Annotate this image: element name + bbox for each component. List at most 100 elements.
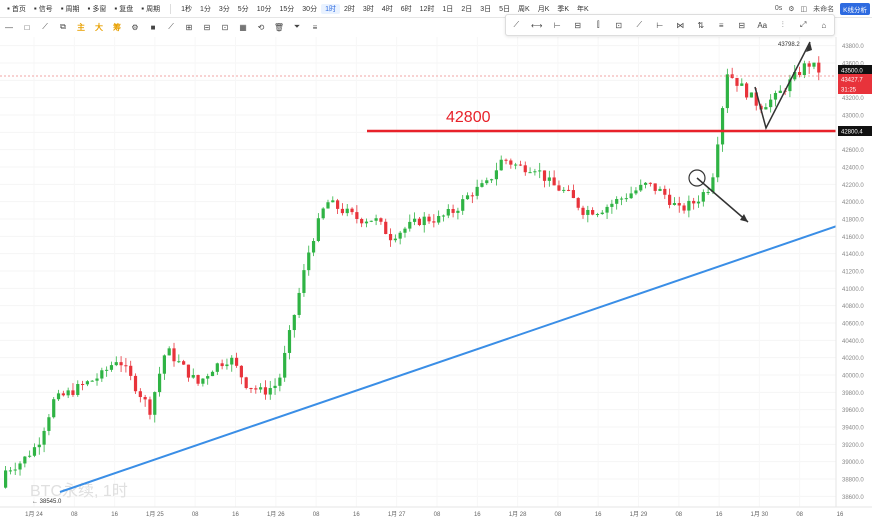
interval-0[interactable]: 1秒 [181, 5, 192, 13]
candle-body [413, 218, 417, 222]
candle-body [292, 314, 296, 331]
interval-2[interactable]: 3分 [218, 5, 230, 13]
time-tick-label: 08 [313, 512, 320, 518]
tool-5[interactable]: 大 [95, 22, 103, 32]
toolbar-item-3[interactable]: ▪ 多窗 [84, 4, 111, 14]
current-price-tag: 43500.0 [841, 69, 863, 75]
price-axis-bg [836, 37, 872, 507]
tool-8[interactable]: ■ [150, 22, 156, 32]
price-tick-label: 40000.0 [842, 374, 864, 380]
time-tick-label: 08 [675, 512, 682, 518]
candle-body [273, 385, 277, 389]
interval-14[interactable]: 2日 [461, 5, 473, 13]
draw-tool-2[interactable]: ⊢ [553, 20, 561, 30]
tool-17[interactable]: ≡ [312, 22, 318, 32]
interval-1[interactable]: 1分 [199, 5, 211, 13]
draw-tool-14[interactable]: ⤢ [800, 20, 807, 29]
candle-body [489, 179, 494, 181]
interval-11[interactable]: 6时 [400, 5, 412, 13]
draw-tool-11[interactable]: ⊟ [738, 20, 746, 30]
candle-body [167, 348, 171, 356]
draw-tool-3[interactable]: ⊟ [574, 20, 582, 30]
candle-body [191, 375, 195, 378]
interval-13[interactable]: 1日 [442, 5, 454, 13]
candle-body [225, 364, 229, 367]
interval-17[interactable]: 周K [518, 5, 530, 13]
price-axis: 43800.043600.043400.043200.043000.042800… [835, 37, 872, 507]
draw-tool-4[interactable]: ⫿ [596, 20, 600, 29]
interval-4[interactable]: 10分 [256, 5, 272, 13]
draw-tool-13[interactable]: ⫶ [781, 20, 784, 29]
tool-10[interactable]: ⊞ [185, 22, 193, 32]
camera-icon[interactable]: ◫ [800, 5, 808, 13]
candle-body [658, 188, 662, 191]
draw-tool-15[interactable]: ⌂ [821, 20, 827, 30]
tool-2[interactable]: ⟋ [42, 22, 48, 31]
draw-tool-7[interactable]: ⊢ [656, 20, 664, 30]
draw-tool-9[interactable]: ⇅ [697, 20, 705, 30]
tool-3[interactable]: ⧉ [60, 22, 66, 31]
tool-7[interactable]: ⚙ [131, 22, 139, 32]
candle-body [672, 203, 677, 205]
candle-body [157, 373, 162, 393]
drawing-toolbar: ⟋ ⟷ ⊢ ⊟ ⫿ ⊡ ⟋ ⊢ ⋈ ⇅ ≡ ⊟ Aa ⫶ ⤢ ⌂ [505, 14, 835, 36]
candle-body [287, 330, 292, 353]
tool-13[interactable]: ▦ [239, 22, 247, 32]
tool-0[interactable]: — [5, 22, 13, 32]
time-tick-label: 1月 25 [146, 511, 164, 518]
layout-name[interactable]: 未命名 [813, 5, 835, 13]
candle-body [71, 390, 75, 395]
tool-9[interactable]: ⟋ [168, 22, 174, 31]
interval-16[interactable]: 5日 [499, 5, 511, 13]
tool-12[interactable]: ⊡ [221, 22, 229, 32]
interval-3[interactable]: 5分 [237, 5, 249, 13]
interval-12[interactable]: 12时 [419, 5, 435, 13]
candle-body [701, 192, 705, 202]
draw-tool-5[interactable]: ⊡ [615, 20, 623, 30]
interval-15[interactable]: 3日 [480, 5, 492, 13]
tool-1[interactable]: □ [24, 22, 30, 32]
tool-16[interactable]: ⏷ [293, 22, 301, 31]
toolbar-item-label: 首页 [11, 5, 26, 13]
interval-5[interactable]: 15分 [279, 5, 295, 13]
refresh-rate[interactable]: 0s [774, 5, 783, 12]
interval-7[interactable]: 1时 [321, 3, 340, 14]
toolbar-item-5[interactable]: ▪ 周期 [137, 4, 164, 14]
draw-tool-10[interactable]: ≡ [718, 20, 724, 30]
gear-icon[interactable]: ⚙ [788, 5, 795, 13]
tool-11[interactable]: ⊟ [203, 22, 211, 32]
countdown-tag-bg [838, 84, 872, 94]
toolbar-item-2[interactable]: ▪ 周期 [57, 4, 84, 14]
candle-body [571, 190, 575, 199]
toolbar-item-0[interactable]: ▪ 首页 [3, 4, 30, 14]
draw-tool-1[interactable]: ⟷ [531, 20, 543, 30]
interval-19[interactable]: 季K [557, 5, 570, 13]
toolbar-item-4[interactable]: ▪ 复盘 [110, 4, 137, 14]
tool-15[interactable]: 🗑 [273, 22, 285, 32]
kline-analysis-button[interactable]: K线分析 [840, 2, 870, 15]
interval-10[interactable]: 4时 [381, 5, 393, 13]
draw-tool-0[interactable]: ⟋ [513, 20, 520, 29]
tool-4[interactable]: 主 [77, 22, 85, 32]
tool-14[interactable]: ⟲ [257, 22, 265, 32]
candle-body [182, 361, 186, 365]
tool-6[interactable]: 筹 [113, 22, 121, 32]
interval-6[interactable]: 30分 [302, 5, 318, 13]
toolbar-item-1[interactable]: ▪ 信号 [30, 4, 57, 14]
draw-tool-12[interactable]: Aa [757, 20, 768, 30]
interval-8[interactable]: 2时 [343, 5, 355, 13]
top-toolbar: ▪ 首页 ▪ 信号 ▪ 周期 ▪ 多窗 ▪ 复盘 ▪ 周期 1秒 1分 3分 5分 10分 15分 30分 1时 2时… [0, 0, 872, 18]
candle-body [456, 210, 460, 213]
draw-tool-6[interactable]: ⟋ [636, 20, 643, 29]
interval-9[interactable]: 3时 [362, 5, 374, 13]
candle-body [37, 444, 41, 448]
time-tick-label: 1月 28 [509, 511, 527, 518]
interval-18[interactable]: 月K [537, 5, 550, 13]
candle-body [629, 193, 633, 199]
interval-20[interactable]: 年K [577, 5, 589, 13]
draw-tool-8[interactable]: ⋈ [676, 20, 685, 30]
candle-body [475, 186, 479, 196]
drawings[interactable]: 42800 43798.2 ← 38545.0 [0, 41, 872, 505]
candle-body [802, 63, 806, 76]
